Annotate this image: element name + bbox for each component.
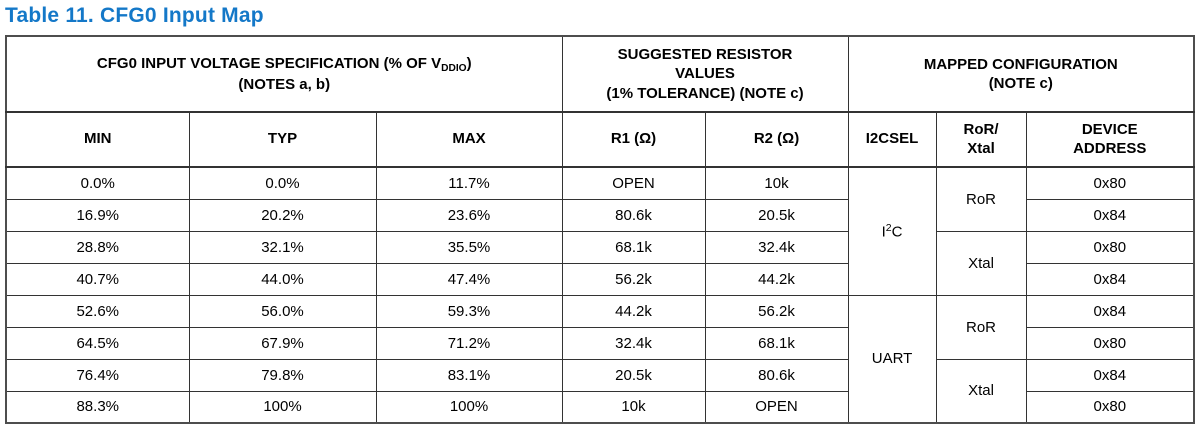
cell-typ: 20.2% <box>188 198 377 232</box>
cell-typ: 79.8% <box>188 358 377 392</box>
cell-min: 16.9% <box>5 198 190 232</box>
header-resistor-line1: SUGGESTED RESISTOR <box>617 45 793 63</box>
cell-min: 28.8% <box>5 230 190 264</box>
cell-max: 35.5% <box>375 230 563 264</box>
cell-r1: 80.6k <box>561 198 706 232</box>
cell-r2: 68.1k <box>704 326 849 360</box>
cell-typ: 32.1% <box>188 230 377 264</box>
cell-r1: 56.2k <box>561 262 706 296</box>
cell-device-address: 0x84 <box>1025 262 1195 296</box>
cell-min: 64.5% <box>5 326 190 360</box>
table-row: 28.8% 32.1% 35.5% 68.1k 32.4k Xtal 0x80 <box>5 230 1195 296</box>
cell-device-address: 0x80 <box>1025 166 1195 200</box>
cell-device-address: 0x80 <box>1025 390 1195 424</box>
cell-min: 88.3% <box>5 390 190 424</box>
table-row: 52.6% 56.0% 59.3% 44.2k 56.2k UART RoR 0… <box>5 294 1195 424</box>
cell-max: 11.7% <box>375 166 563 200</box>
header-mapped-config: MAPPED CONFIGURATION (NOTE c) <box>847 35 1195 113</box>
col-header-ror-xtal: RoR/ Xtal <box>935 111 1027 168</box>
cell-typ: 67.9% <box>188 326 377 360</box>
datasheet-page: Table 11. CFG0 Input Map CFG0 INPUT VOLT… <box>5 4 1196 424</box>
cell-max: 59.3% <box>375 294 563 328</box>
cell-r1: 20.5k <box>561 358 706 392</box>
header-resistor-values: SUGGESTED RESISTOR VALUES (1% TOLERANCE)… <box>561 35 849 113</box>
cell-r2: 80.6k <box>704 358 849 392</box>
header-group-row: CFG0 INPUT VOLTAGE SPECIFICATION (% OF V… <box>5 35 1195 113</box>
cell-device-address: 0x84 <box>1025 358 1195 392</box>
vddio-subscript: DDIO <box>441 62 467 74</box>
cfg0-input-map-table: CFG0 INPUT VOLTAGE SPECIFICATION (% OF V… <box>5 35 1196 424</box>
header-resistor-line2: VALUES <box>675 65 735 83</box>
cell-max: 71.2% <box>375 326 563 360</box>
cell-device-address: 0x80 <box>1025 230 1195 264</box>
cell-r1: OPEN <box>561 166 706 200</box>
cell-ror-xtal: Xtal <box>935 230 1027 296</box>
cell-typ: 100% <box>188 390 377 424</box>
col-header-typ: TYP <box>188 111 377 168</box>
cell-r2: 56.2k <box>704 294 849 328</box>
header-voltage-spec-line1: CFG0 INPUT VOLTAGE SPECIFICATION (% OF V… <box>96 54 472 74</box>
col-header-r1: R1 (Ω) <box>561 111 706 168</box>
header-mapped-line2: (NOTE c) <box>988 75 1053 92</box>
cell-r2: 20.5k <box>704 198 849 232</box>
cell-device-address: 0x84 <box>1025 198 1195 232</box>
header-mapped-line1: MAPPED CONFIGURATION <box>923 55 1118 73</box>
cell-ror-xtal: RoR <box>935 294 1027 360</box>
cell-r2: 10k <box>704 166 849 200</box>
cell-min: 40.7% <box>5 262 190 296</box>
cell-r2: 44.2k <box>704 262 849 296</box>
cell-r1: 44.2k <box>561 294 706 328</box>
cell-r2: OPEN <box>704 390 849 424</box>
cell-device-address: 0x80 <box>1025 326 1195 360</box>
table-row: 16.9% 20.2% 23.6% 80.6k 20.5k 0x84 <box>5 198 1195 232</box>
header-voltage-spec-line2: (NOTES a, b) <box>238 75 331 93</box>
table-title: Table 11. CFG0 Input Map <box>5 4 264 27</box>
cell-ror-xtal: RoR <box>935 166 1027 232</box>
cell-min: 76.4% <box>5 358 190 392</box>
table-row: 76.4% 79.8% 83.1% 20.5k 80.6k Xtal 0x84 <box>5 358 1195 424</box>
col-header-min: MIN <box>5 111 190 168</box>
cell-max: 83.1% <box>375 358 563 392</box>
cell-typ: 44.0% <box>188 262 377 296</box>
cell-r1: 32.4k <box>561 326 706 360</box>
col-header-i2csel: I2CSEL <box>847 111 937 168</box>
cell-typ: 0.0% <box>188 166 377 200</box>
column-header-row: MIN TYP MAX R1 (Ω) R2 (Ω) I2CSEL RoR/ Xt… <box>5 111 1195 168</box>
col-header-r2: R2 (Ω) <box>704 111 849 168</box>
cell-min: 0.0% <box>5 166 190 200</box>
cell-r1: 10k <box>561 390 706 424</box>
i2c-superscript: 2 <box>885 222 892 235</box>
col-header-device-address: DEVICE ADDRESS <box>1025 111 1195 168</box>
cell-r1: 68.1k <box>561 230 706 264</box>
cell-device-address: 0x84 <box>1025 294 1195 328</box>
cell-i2csel-i2c: I2C <box>847 166 937 296</box>
col-header-max: MAX <box>375 111 563 168</box>
table-row: 0.0% 0.0% 11.7% OPEN 10k I2C RoR 0x80 <box>5 166 1195 296</box>
cell-i2csel-uart: UART <box>847 294 937 424</box>
cell-max: 100% <box>375 390 563 424</box>
cell-max: 47.4% <box>375 262 563 296</box>
header-resistor-line3: (1% TOLERANCE) (NOTE c) <box>606 84 804 102</box>
cell-ror-xtal: Xtal <box>935 358 1027 424</box>
header-voltage-spec: CFG0 INPUT VOLTAGE SPECIFICATION (% OF V… <box>5 35 563 113</box>
table-row: 88.3% 100% 100% 10k OPEN 0x80 <box>5 390 1195 424</box>
cell-min: 52.6% <box>5 294 190 328</box>
cell-max: 23.6% <box>375 198 563 232</box>
cell-r2: 32.4k <box>704 230 849 264</box>
cell-typ: 56.0% <box>188 294 377 328</box>
table-row: 40.7% 44.0% 47.4% 56.2k 44.2k 0x84 <box>5 262 1195 296</box>
